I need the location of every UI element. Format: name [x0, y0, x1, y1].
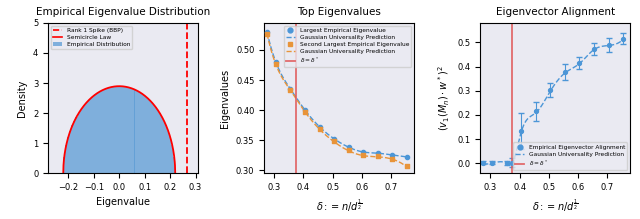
- Bar: [131, 88, 132, 173]
- Point: [271, 63, 281, 66]
- Bar: [173, 157, 175, 173]
- Bar: [143, 95, 145, 173]
- Point: [358, 150, 369, 154]
- Bar: [96, 94, 98, 173]
- Bar: [63, 157, 65, 173]
- Bar: [102, 90, 104, 173]
- Y-axis label: Eigenvalues: Eigenvalues: [220, 69, 230, 127]
- Point: [300, 108, 310, 112]
- Point: [344, 148, 354, 152]
- Bar: [81, 107, 84, 173]
- Bar: [161, 117, 163, 173]
- Bar: [112, 87, 114, 173]
- Point: [372, 154, 383, 158]
- Bar: [65, 145, 67, 173]
- Bar: [67, 137, 69, 173]
- Bar: [165, 125, 167, 173]
- Bar: [129, 88, 131, 173]
- Bar: [94, 95, 96, 173]
- Bar: [163, 121, 165, 173]
- Bar: [76, 117, 77, 173]
- Point: [262, 32, 272, 35]
- Bar: [90, 98, 92, 173]
- Point: [285, 87, 296, 91]
- Bar: [126, 87, 129, 173]
- Bar: [132, 89, 134, 173]
- Point: [358, 153, 369, 157]
- Point: [262, 30, 272, 34]
- Bar: [151, 102, 153, 173]
- Point: [285, 88, 296, 92]
- Point: [300, 110, 310, 114]
- Point: [329, 137, 339, 141]
- Point: [387, 157, 397, 160]
- Bar: [116, 86, 118, 173]
- Bar: [145, 97, 147, 173]
- Bar: [114, 87, 116, 173]
- Bar: [72, 125, 74, 173]
- Legend: Empirical Eigenvector Alignment, Gaussian Universality Prediction, $\delta = \de: Empirical Eigenvector Alignment, Gaussia…: [513, 143, 627, 170]
- Bar: [100, 91, 102, 173]
- Bar: [159, 113, 161, 173]
- Bar: [141, 94, 143, 173]
- Bar: [147, 98, 148, 173]
- Point: [402, 165, 412, 168]
- Bar: [124, 87, 126, 173]
- Bar: [155, 107, 157, 173]
- Bar: [139, 92, 141, 173]
- Bar: [120, 86, 122, 173]
- Bar: [74, 121, 76, 173]
- Point: [314, 125, 324, 129]
- Point: [329, 140, 339, 143]
- Bar: [118, 86, 120, 173]
- Bar: [92, 97, 94, 173]
- Bar: [134, 90, 136, 173]
- Y-axis label: Density: Density: [17, 79, 28, 117]
- Bar: [169, 137, 171, 173]
- Legend: Rank 1 Spike (BBP), Semicircle Law, Empirical Distribution: Rank 1 Spike (BBP), Semicircle Law, Empi…: [51, 26, 132, 49]
- Point: [344, 145, 354, 149]
- Y-axis label: $(v_1(M_n) \cdot w^*)^2$: $(v_1(M_n) \cdot w^*)^2$: [436, 65, 452, 131]
- X-axis label: $\delta := n/d^{\frac{1}{2}}$: $\delta := n/d^{\frac{1}{2}}$: [532, 197, 579, 214]
- Bar: [69, 131, 72, 173]
- Bar: [171, 145, 173, 173]
- Point: [402, 155, 412, 159]
- Bar: [148, 100, 151, 173]
- X-axis label: $\delta := n/d^{\frac{1}{2}}$: $\delta := n/d^{\frac{1}{2}}$: [316, 197, 362, 214]
- Bar: [153, 105, 155, 173]
- Title: Top Eigenvalues: Top Eigenvalues: [297, 7, 381, 17]
- Bar: [86, 102, 88, 173]
- Point: [271, 60, 281, 64]
- Title: Empirical Eigenvalue Distribution: Empirical Eigenvalue Distribution: [36, 7, 210, 17]
- Bar: [108, 88, 110, 173]
- Bar: [77, 113, 79, 173]
- Bar: [84, 105, 86, 173]
- Point: [387, 153, 397, 157]
- Bar: [110, 87, 112, 173]
- Bar: [79, 110, 81, 173]
- Bar: [122, 87, 124, 173]
- Point: [372, 152, 383, 155]
- Bar: [98, 92, 100, 173]
- Point: [314, 127, 324, 131]
- Bar: [88, 100, 90, 173]
- Bar: [157, 110, 159, 173]
- Title: Eigenvector Alignment: Eigenvector Alignment: [496, 7, 615, 17]
- Legend: Largest Empirical Eigenvalue, Gaussian Universality Prediction, Second Largest E: Largest Empirical Eigenvalue, Gaussian U…: [284, 26, 412, 67]
- Bar: [106, 88, 108, 173]
- Bar: [167, 131, 169, 173]
- Bar: [136, 91, 139, 173]
- Bar: [104, 89, 106, 173]
- X-axis label: Eigenvalue: Eigenvalue: [96, 197, 150, 207]
